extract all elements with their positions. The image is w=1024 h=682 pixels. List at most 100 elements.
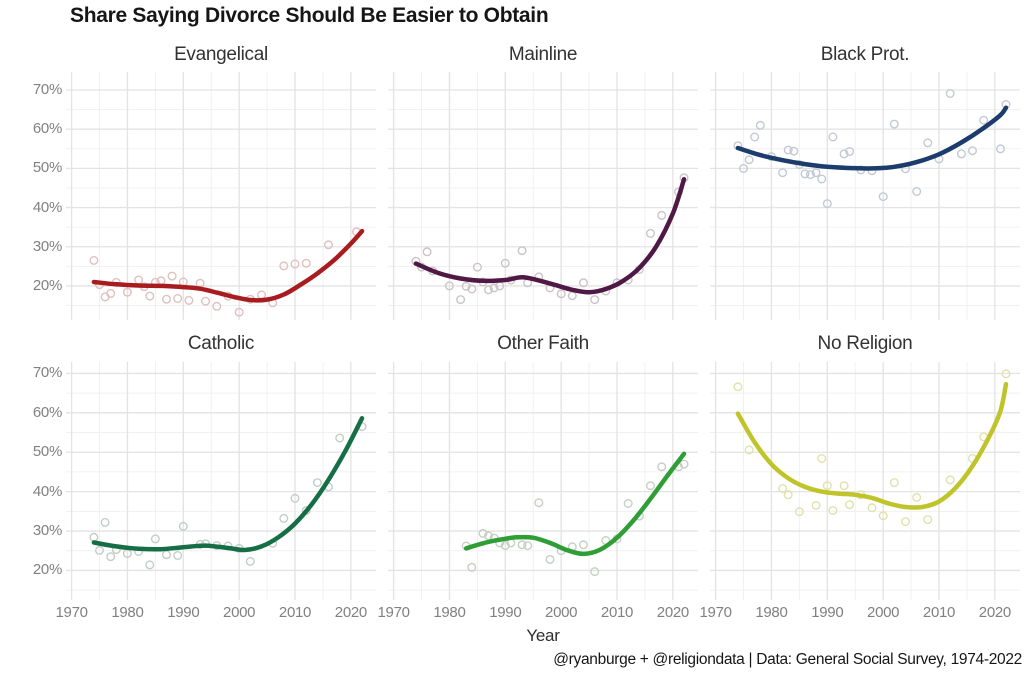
x-tick-label: 1990 xyxy=(167,604,200,621)
scatter-point xyxy=(956,149,966,159)
scatter-point xyxy=(578,540,588,550)
scatter-point xyxy=(996,144,1006,154)
scatter-point xyxy=(212,301,222,311)
y-tick-label: 60% xyxy=(32,120,62,138)
x-tick-label: 2010 xyxy=(922,604,956,621)
scatter-point xyxy=(483,531,493,541)
scatter-point xyxy=(290,493,300,503)
scatter-point xyxy=(456,295,466,305)
scatter-point xyxy=(889,119,899,129)
facet-plot-evangelical xyxy=(66,72,376,320)
scatter-point xyxy=(945,89,955,99)
trend-line xyxy=(463,451,687,557)
scatter-point xyxy=(100,292,110,302)
scatter-point xyxy=(234,307,244,317)
scatter-point xyxy=(878,192,888,202)
y-tick-label: 50% xyxy=(32,443,62,461)
scatter-point xyxy=(623,498,633,508)
scatter-point xyxy=(845,500,855,510)
x-tick-label: 1990 xyxy=(811,604,844,621)
x-tick-label: 1970 xyxy=(377,604,410,621)
x-tick-label: 1970 xyxy=(699,604,732,621)
scatter-point xyxy=(590,295,600,305)
scatter-point xyxy=(500,541,510,551)
facet-title-other-faith: Other Faith xyxy=(497,333,589,354)
y-tick-label: 40% xyxy=(32,482,62,500)
facet-plot-other-faith xyxy=(388,362,698,600)
x-axis-title: Year xyxy=(526,626,560,645)
scatter-point xyxy=(145,560,155,570)
scatter-point xyxy=(472,262,482,272)
scatter-point xyxy=(145,291,155,301)
x-tick-label: 2000 xyxy=(223,604,256,621)
scatter-point xyxy=(290,259,300,269)
scatter-point xyxy=(106,552,116,562)
x-tick-label: 1990 xyxy=(489,604,522,621)
scatter-point xyxy=(750,132,760,142)
scatter-point xyxy=(256,290,266,300)
scatter-point xyxy=(173,293,183,303)
scatter-point xyxy=(889,478,899,488)
scatter-point xyxy=(923,138,933,148)
scatter-point xyxy=(979,115,989,125)
scatter-point xyxy=(567,291,577,301)
scatter-point xyxy=(173,550,183,560)
scatter-point xyxy=(161,550,171,560)
scatter-point xyxy=(500,258,510,268)
scatter-point xyxy=(444,281,454,291)
scatter-point xyxy=(161,294,171,304)
scatter-point xyxy=(783,145,793,155)
x-tick-label: 2020 xyxy=(656,604,689,621)
facet-plot-mainline xyxy=(388,72,698,320)
scatter-point xyxy=(335,433,345,443)
facet-title-no-religion: No Religion xyxy=(817,333,913,354)
scatter-point xyxy=(817,453,827,463)
scatter-point xyxy=(912,492,922,502)
scatter-point xyxy=(489,283,499,293)
caption: @ryanburge + @religiondata | Data: Gener… xyxy=(553,651,1022,668)
scatter-point xyxy=(461,281,471,291)
scatter-point xyxy=(646,481,656,491)
x-tick-label: 1970 xyxy=(55,604,88,621)
scatter-point xyxy=(89,255,99,265)
scatter-point xyxy=(517,540,527,550)
scatter-point xyxy=(794,507,804,517)
scatter-point xyxy=(900,517,910,527)
trend-line xyxy=(91,228,365,303)
x-tick-label: 2000 xyxy=(867,604,900,621)
scatter-point xyxy=(805,170,815,180)
scatter-point xyxy=(578,278,588,288)
scatter-point xyxy=(811,500,821,510)
x-tick-label: 2010 xyxy=(600,604,634,621)
x-tick-label: 2020 xyxy=(978,604,1011,621)
scatter-point xyxy=(422,247,432,257)
scatter-point xyxy=(968,146,978,156)
scatter-point xyxy=(1001,369,1011,379)
scatter-point xyxy=(739,163,749,173)
scatter-point xyxy=(912,186,922,196)
chart-title: Share Saying Divorce Should Be Easier to… xyxy=(70,4,549,27)
scatter-point xyxy=(100,517,110,527)
scatter-point xyxy=(184,295,194,305)
scatter-point xyxy=(822,199,832,209)
scatter-point xyxy=(828,132,838,142)
facet-title-evangelical: Evangelical xyxy=(174,44,268,65)
scatter-point xyxy=(845,146,855,156)
scatter-point xyxy=(646,228,656,238)
scatter-point xyxy=(467,284,477,294)
scatter-point xyxy=(828,506,838,516)
scatter-point xyxy=(817,174,827,184)
scatter-point xyxy=(178,521,188,531)
scatter-point xyxy=(778,483,788,493)
scatter-point xyxy=(122,287,132,297)
y-tick-label: 30% xyxy=(32,522,62,540)
x-tick-label: 2020 xyxy=(334,604,367,621)
scatter-point xyxy=(822,481,832,491)
scatter-point xyxy=(134,275,144,285)
scatter-point xyxy=(201,296,211,306)
x-tick-label: 1980 xyxy=(111,604,144,621)
scatter-point xyxy=(789,146,799,156)
scatter-point xyxy=(744,445,754,455)
scatter-point xyxy=(945,475,955,485)
y-tick-label: 60% xyxy=(32,403,62,421)
